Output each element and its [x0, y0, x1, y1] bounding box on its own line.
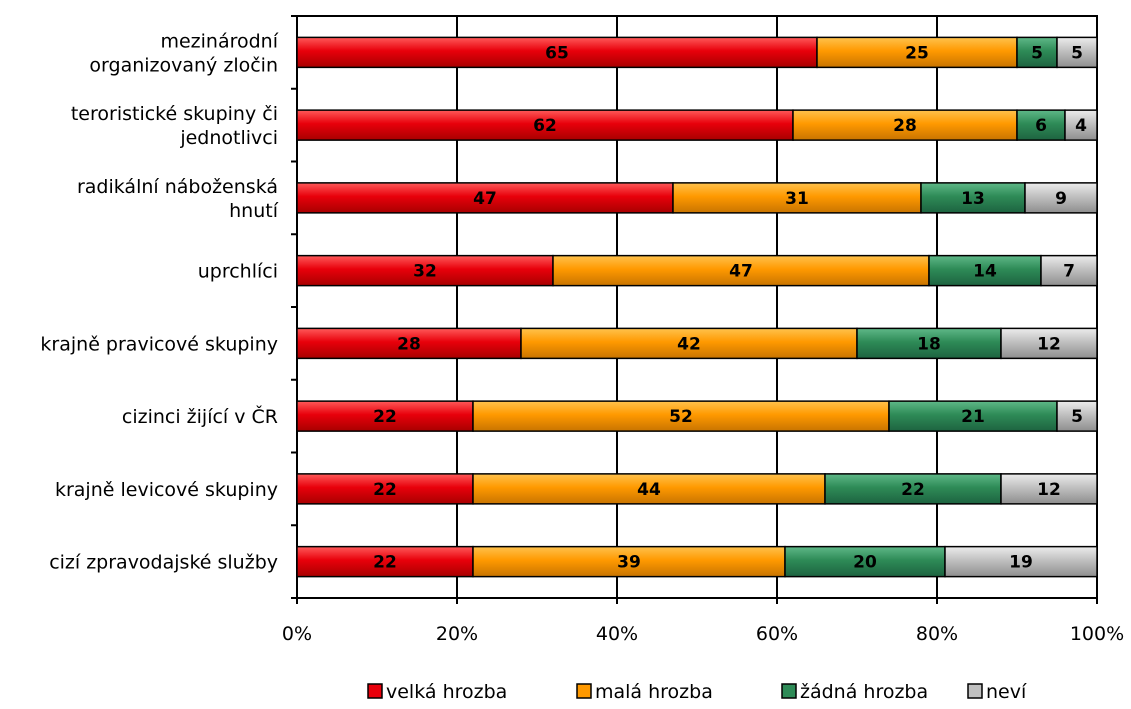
bar-segment	[296, 400, 474, 432]
x-tick-label: 80%	[916, 623, 958, 645]
legend-swatch	[781, 683, 797, 699]
data-label: 39	[617, 553, 641, 573]
data-label: 22	[901, 480, 925, 500]
data-label: 12	[1037, 334, 1061, 354]
data-label: 47	[729, 262, 753, 282]
grid-lines	[296, 15, 1098, 599]
category-label: uprchlíci	[198, 261, 278, 283]
bar-segment	[792, 109, 1018, 141]
bar-segment	[296, 254, 554, 287]
bar-segment	[816, 36, 1018, 69]
bar-segment	[1000, 473, 1098, 505]
bar-segment	[472, 545, 786, 578]
data-label: 42	[677, 334, 701, 354]
category-label: mezinárodní organizovaný zločin	[89, 30, 278, 76]
data-label: 12	[1037, 480, 1061, 500]
bar-segment	[1000, 327, 1098, 360]
bar-segment	[296, 36, 818, 69]
data-label: 9	[1055, 189, 1067, 209]
category-label: radikální náboženská hnutí	[77, 176, 279, 222]
bar-segment	[1024, 182, 1098, 214]
data-label: 31	[785, 189, 809, 209]
bar-segment	[472, 473, 826, 505]
legend-swatch	[576, 683, 592, 699]
category-label: cizí zpravodajské služby	[49, 552, 278, 574]
bar-segment	[296, 473, 474, 505]
legend: velká hrozba malá hrozba žádná hrozba neví	[367, 681, 1027, 703]
data-label: 65	[545, 43, 569, 63]
data-label: 44	[637, 480, 661, 500]
data-label: 18	[917, 334, 941, 354]
data-label: 25	[905, 43, 929, 63]
data-label: 20	[853, 553, 877, 573]
legend-label: neví	[986, 681, 1027, 703]
data-label: 4	[1075, 116, 1087, 136]
x-tick-label: 60%	[756, 623, 798, 645]
bar-segment	[296, 182, 674, 214]
category-labels: mezinárodní organizovaný zločin teroristic…	[40, 30, 278, 573]
x-tick-label: 100%	[1070, 623, 1124, 645]
category-label: krajně pravicové skupiny	[40, 333, 278, 355]
data-label: 5	[1071, 43, 1083, 63]
data-label: 47	[473, 189, 497, 209]
data-label: 19	[1009, 553, 1033, 573]
data-label: 22	[373, 553, 397, 573]
bar-segment	[1016, 36, 1058, 69]
data-label: 62	[533, 116, 557, 136]
bar-segment	[1064, 109, 1098, 141]
legend-swatch	[367, 683, 383, 699]
bar-segment	[672, 182, 922, 214]
data-label: 28	[893, 116, 917, 136]
data-label: 5	[1031, 43, 1043, 63]
legend-swatch	[967, 683, 983, 699]
bar-segment	[944, 545, 1098, 578]
legend-label: velká hrozba	[386, 681, 507, 703]
data-label: 13	[961, 189, 985, 209]
bar-segment	[1056, 400, 1098, 432]
data-label: 5	[1071, 407, 1083, 427]
x-tick-label: 40%	[596, 623, 638, 645]
data-label: 32	[413, 262, 437, 282]
data-label: 7	[1063, 262, 1075, 282]
bar-segment	[920, 182, 1026, 214]
data-label: 6	[1035, 116, 1047, 136]
category-label: teroristické skupiny či jednotlivci	[71, 103, 278, 149]
legend-label: žádná hrozba	[800, 681, 928, 703]
bar-segment	[296, 545, 474, 578]
legend-label: malá hrozba	[595, 681, 713, 703]
x-tick-label: 0%	[282, 623, 312, 645]
bar-segment	[856, 327, 1002, 360]
bar-segment	[472, 400, 890, 432]
bar-segment	[824, 473, 1002, 505]
bar-segment	[520, 327, 858, 360]
data-label: 22	[373, 407, 397, 427]
data-label: 52	[669, 407, 693, 427]
category-label: krajně levicové skupiny	[55, 479, 278, 501]
data-label: 22	[373, 480, 397, 500]
data-label: 14	[973, 262, 997, 282]
bar-segment	[552, 254, 930, 287]
x-tick-label: 20%	[436, 623, 478, 645]
axes: 0% 20% 40% 60% 80% 100%	[282, 15, 1124, 645]
category-label: cizinci žijící v ČR	[122, 404, 278, 428]
bar-segment	[1040, 254, 1098, 287]
bar-segment	[1056, 36, 1098, 69]
plot-area-border	[296, 15, 1098, 599]
data-label: 21	[961, 407, 985, 427]
data-label: 28	[397, 334, 421, 354]
